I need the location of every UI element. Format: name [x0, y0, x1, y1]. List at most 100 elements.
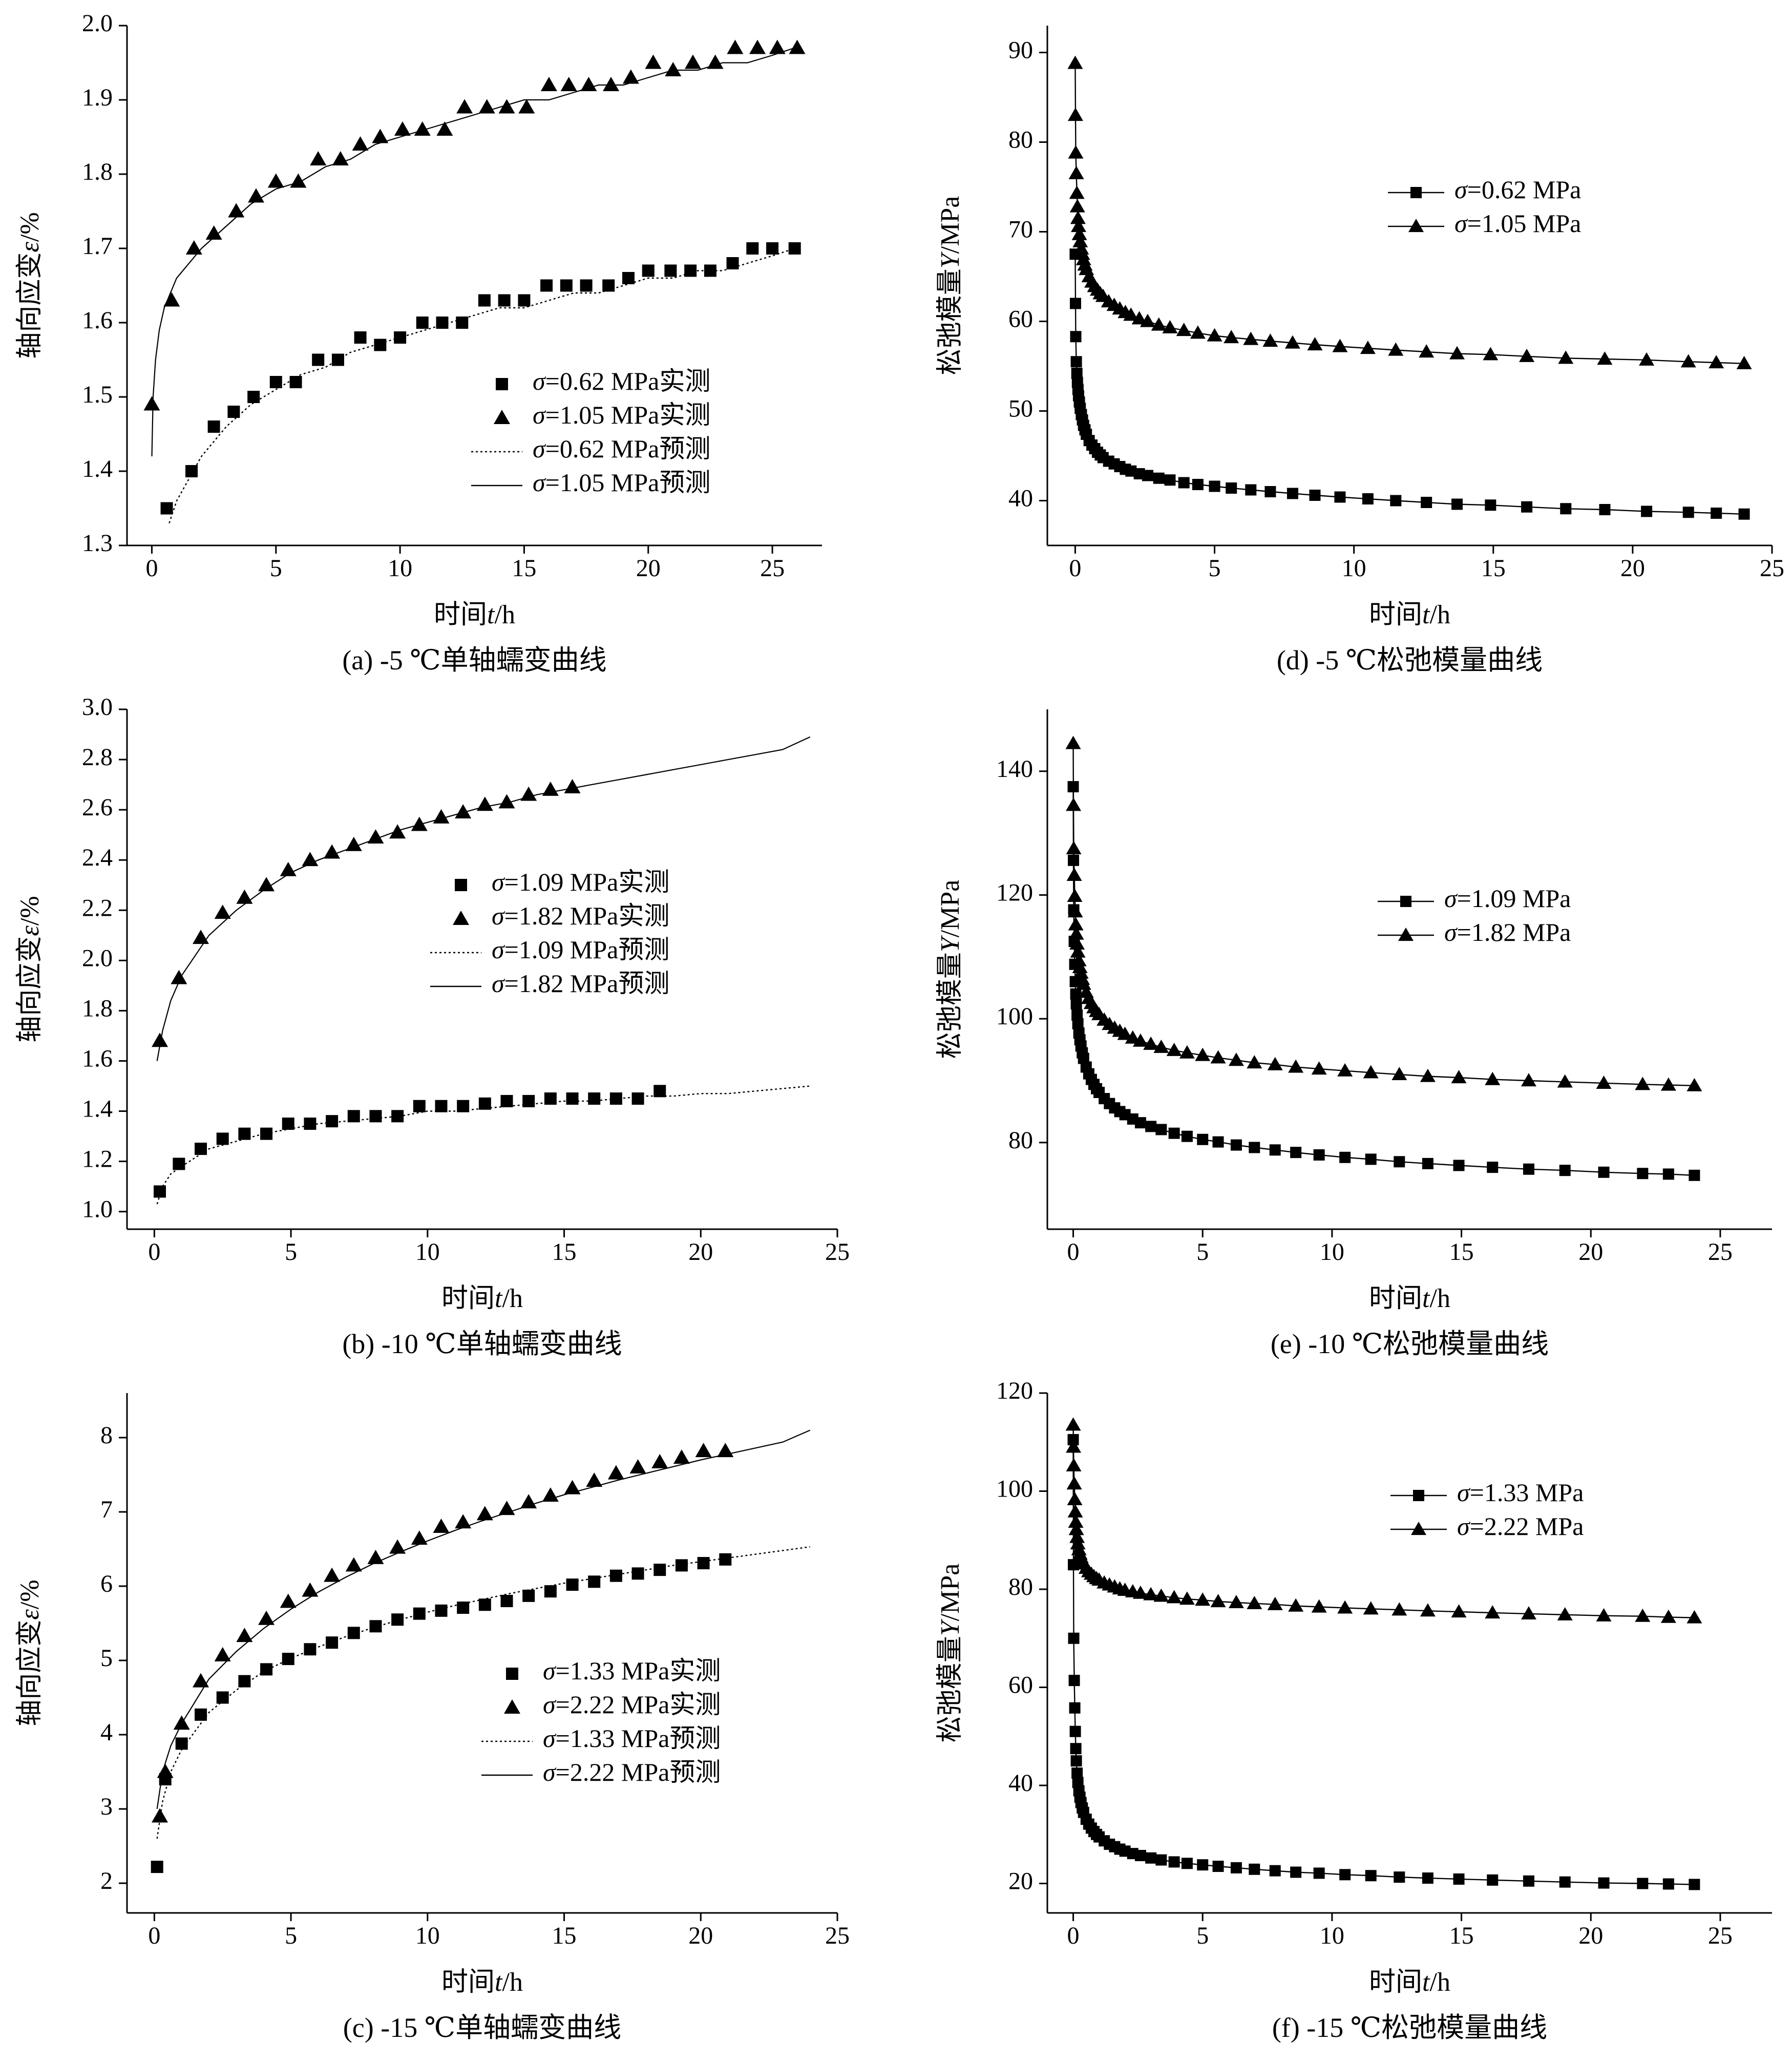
legend-marker	[455, 879, 467, 891]
data-point	[642, 264, 655, 277]
data-point	[1190, 325, 1206, 339]
data-point	[216, 1132, 229, 1145]
data-point	[1076, 976, 1091, 990]
data-point	[1711, 508, 1722, 519]
data-point	[157, 1763, 174, 1778]
data-point	[1073, 965, 1089, 979]
x-tick-label: 25	[1708, 1238, 1733, 1266]
data-point	[247, 391, 260, 403]
data-point	[631, 1567, 644, 1580]
data-point	[290, 173, 307, 188]
data-point	[1168, 1127, 1180, 1139]
series-line	[168, 247, 795, 523]
x-tick-label: 25	[760, 555, 785, 582]
x-tick-label: 5	[285, 1238, 297, 1266]
data-point	[1207, 328, 1222, 342]
data-point	[1197, 1859, 1209, 1871]
data-point	[1596, 1076, 1612, 1089]
series	[156, 1085, 810, 1205]
data-point	[152, 1033, 168, 1047]
data-point	[1153, 472, 1165, 484]
data-point	[236, 1628, 253, 1642]
data-point	[267, 173, 284, 188]
data-point	[1641, 506, 1653, 517]
legend: σ=1.33 MPa σ=2.22 MPa	[1390, 1478, 1584, 1541]
legend: σ=0.62 MPa σ=1.05 MPa	[1388, 175, 1581, 238]
data-point	[1230, 1139, 1242, 1151]
data-point	[1179, 1045, 1195, 1059]
data-point	[1068, 926, 1084, 940]
data-point	[1072, 960, 1088, 973]
y-tick-label: 60	[1008, 1672, 1033, 1699]
data-point	[367, 1549, 384, 1564]
data-point	[1363, 1601, 1379, 1615]
panel-e: 0 5 10 15 20 25 80 100 120 140 时间t/h 松弛模量Y/MPa (e) -…	[936, 709, 1772, 1359]
data-point	[1689, 1879, 1700, 1890]
series	[1065, 735, 1702, 1091]
data-point	[1067, 1504, 1083, 1518]
data-point	[1066, 841, 1082, 854]
x-tick-label: 20	[1578, 1238, 1603, 1266]
data-point	[1143, 1036, 1159, 1050]
data-point	[171, 970, 187, 984]
data-point	[1070, 356, 1082, 368]
data-point	[1067, 904, 1083, 918]
data-point	[1070, 998, 1082, 1010]
data-point	[1339, 1151, 1351, 1163]
data-point	[185, 465, 198, 477]
series	[1067, 55, 1752, 369]
data-point	[1210, 1050, 1226, 1064]
data-point	[1153, 1039, 1169, 1053]
y-tick-label: 1.0	[82, 1196, 113, 1223]
y-tick-label: 3	[100, 1793, 113, 1820]
legend-label: σ=0.62 MPa实测	[533, 367, 710, 395]
data-point	[1140, 313, 1155, 327]
data-point	[1134, 1849, 1146, 1861]
data-point	[1247, 1055, 1262, 1069]
data-point	[665, 62, 682, 76]
legend-marker	[506, 1668, 518, 1680]
y-tick-label: 20	[1008, 1868, 1033, 1895]
data-point	[1070, 331, 1082, 343]
data-point	[789, 39, 806, 54]
series	[156, 1546, 810, 1839]
data-point	[1168, 1856, 1180, 1868]
data-point	[1686, 1610, 1702, 1624]
data-point	[684, 264, 697, 277]
data-point	[1066, 1439, 1082, 1453]
data-point	[540, 77, 557, 91]
y-tick-label: 2.8	[82, 744, 113, 771]
data-point	[354, 331, 367, 344]
data-point	[1068, 1632, 1080, 1644]
y-tick-label: 7	[100, 1496, 113, 1523]
series-line	[151, 47, 795, 457]
x-tick-label: 20	[688, 1922, 713, 1949]
legend: σ=1.09 MPa实测 σ=1.82 MPa实测 σ=1.09 MPa预测 σ=1.…	[430, 868, 669, 998]
data-point	[1365, 1870, 1377, 1882]
data-point	[564, 779, 581, 793]
data-point	[1117, 1026, 1133, 1040]
legend: σ=1.33 MPa实测 σ=2.22 MPa实测 σ=1.33 MPa预测 σ=2.…	[481, 1656, 721, 1786]
y-tick-label: 90	[1008, 37, 1033, 64]
data-point	[1224, 330, 1239, 344]
data-point	[1069, 298, 1081, 309]
data-point	[433, 1519, 450, 1533]
data-point	[1559, 1165, 1571, 1176]
series	[1067, 1434, 1700, 1890]
data-point	[1071, 1767, 1083, 1779]
data-point	[1307, 337, 1323, 351]
data-point	[389, 1539, 406, 1554]
data-point	[435, 1100, 448, 1112]
data-point	[1068, 1522, 1084, 1535]
data-point	[719, 1553, 732, 1566]
y-tick-label: 1.3	[82, 530, 113, 557]
legend-marker	[1413, 1490, 1424, 1501]
data-point	[269, 376, 282, 388]
data-point	[1421, 497, 1432, 508]
data-point	[1334, 491, 1346, 503]
data-point	[1288, 1598, 1304, 1612]
data-point	[1309, 490, 1321, 501]
data-point	[1123, 307, 1139, 321]
data-point	[566, 1092, 579, 1105]
y-tick-label: 2.4	[82, 844, 113, 871]
